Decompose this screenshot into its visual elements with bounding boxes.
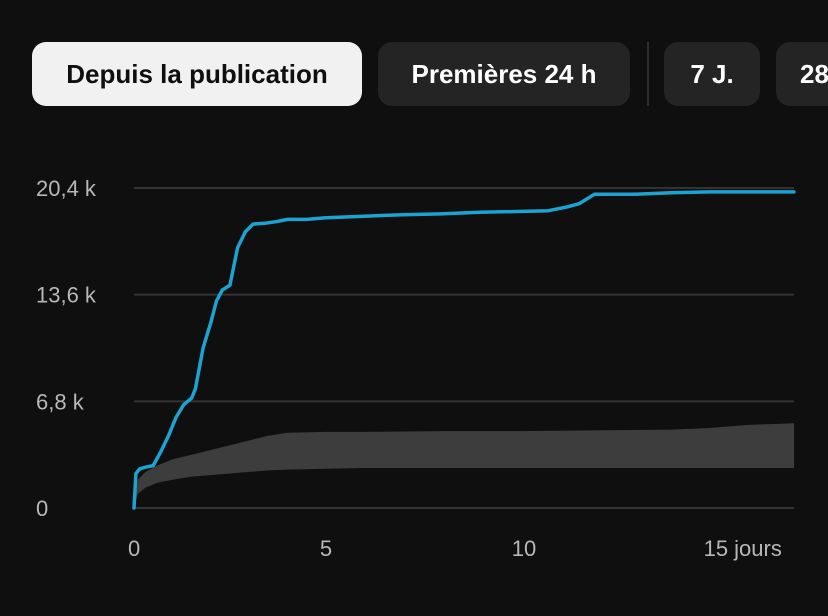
tab-7-days[interactable]: 7 J. [664, 42, 760, 106]
time-range-tabs: Depuis la publication Premières 24 h 7 J… [32, 42, 828, 106]
grid-layer [134, 187, 794, 509]
x-tick-label: 0 [128, 536, 140, 561]
views-series-line [132, 190, 796, 510]
line-layer [132, 190, 796, 510]
x-tick-label: 5 [320, 536, 332, 561]
typical-range-band [134, 423, 794, 508]
tab-since-publication[interactable]: Depuis la publication [32, 42, 362, 106]
x-tick-label: 15 jours [704, 536, 782, 561]
x-axis: 0 5 10 15 jours [128, 536, 782, 561]
y-tick-label: 0 [36, 496, 48, 521]
tab-28-days[interactable]: 28 J. [776, 42, 828, 106]
y-tick-label: 6,8 k [36, 389, 85, 414]
tab-separator [647, 42, 649, 106]
band-layer [134, 423, 794, 508]
y-tick-label: 13,6 k [36, 283, 97, 308]
x-tick-label: 10 [512, 536, 536, 561]
tab-first-24h[interactable]: Premières 24 h [378, 42, 630, 106]
y-tick-label: 20,4 k [36, 176, 97, 201]
y-axis: 0 6,8 k 13,6 k 20,4 k [36, 176, 97, 521]
